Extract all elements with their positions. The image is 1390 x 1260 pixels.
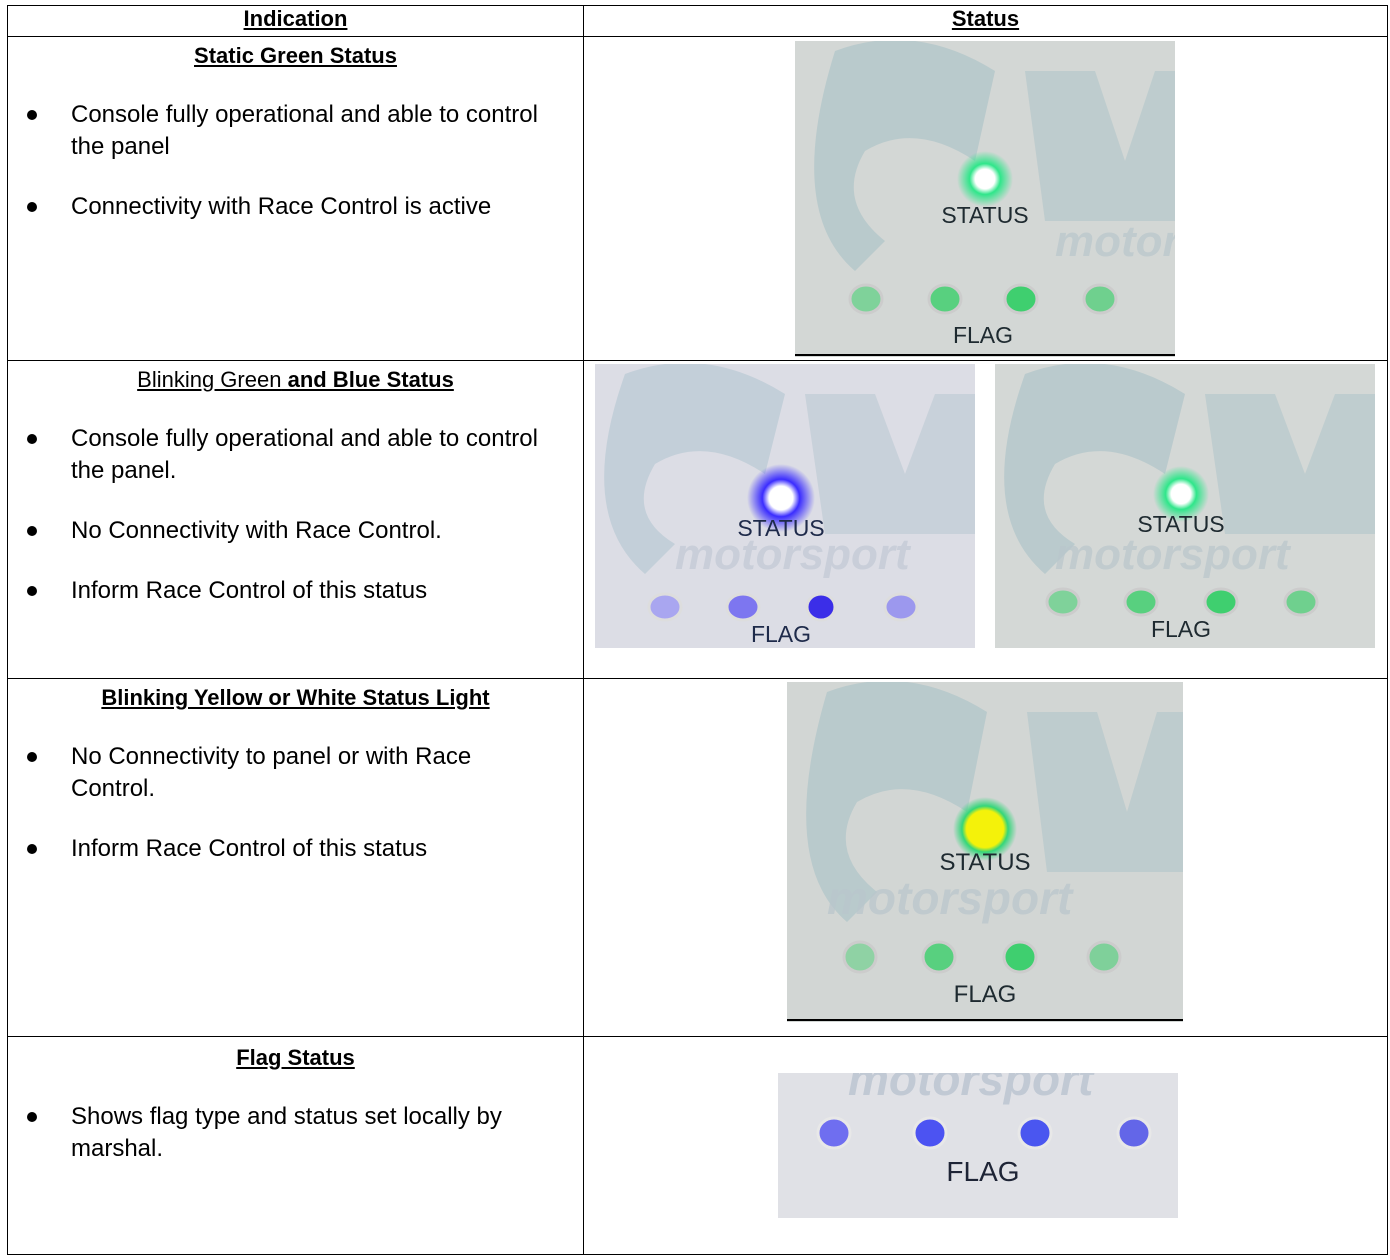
list-item: Console fully operational and able to co…: [8, 99, 583, 163]
indication-cell: Flag Status Shows flag type and status s…: [7, 1036, 584, 1255]
status-label: STATUS: [1137, 511, 1224, 537]
indication-cell: Blinking Green and Blue Status Console f…: [7, 360, 584, 679]
flag-label: FLAG: [954, 981, 1017, 1008]
svg-text:motorsport: motorsport: [1055, 217, 1175, 266]
flag-label: FLAG: [946, 1156, 1019, 1187]
list-item: Inform Race Control of this status: [8, 833, 583, 865]
status-photo-green: motorsport STATUS FLAG: [795, 41, 1175, 357]
row-title: Static Green Status: [194, 43, 397, 68]
svg-text:motorsport: motorsport: [848, 1073, 1095, 1105]
status-photo-green-blink: motorsport STATUS FLAG: [995, 364, 1375, 648]
list-item: No Connectivity to panel or with Race Co…: [8, 741, 583, 805]
flag-leds: [816, 1116, 1152, 1150]
status-cell: motorsport STATUS FLAG: [583, 678, 1388, 1037]
bullet-list: Console fully operational and able to co…: [8, 99, 583, 223]
status-label: STATUS: [939, 849, 1030, 876]
list-item: No Connectivity with Race Control.: [8, 515, 583, 547]
indication-cell: Static Green Status Console fully operat…: [7, 36, 584, 361]
table-row: Blinking Green and Blue Status Console f…: [7, 360, 1388, 679]
flag-leds: [1045, 587, 1319, 617]
table-row: Static Green Status Console fully operat…: [7, 36, 1388, 361]
header-status: Status: [583, 5, 1388, 37]
list-item: Shows flag type and status set locally b…: [8, 1101, 583, 1165]
list-item: Inform Race Control of this status: [8, 575, 583, 607]
status-cell: motorsport STATUS FLAG: [583, 36, 1388, 361]
svg-text:motorsport: motorsport: [1055, 530, 1292, 579]
svg-text:motorsport: motorsport: [827, 872, 1074, 924]
bullet-list: Console fully operational and able to co…: [8, 423, 583, 607]
status-cell: motorsport STATUS FLAG: [583, 360, 1388, 679]
header-indication: Indication: [7, 5, 584, 37]
flag-leds: [842, 940, 1122, 974]
status-cell: motorsport FLAG: [583, 1036, 1388, 1255]
flag-leds: [647, 592, 919, 622]
list-item: Console fully operational and able to co…: [8, 423, 583, 487]
status-led: [1153, 466, 1209, 522]
flag-label: FLAG: [953, 322, 1013, 348]
svg-text:motorsport: motorsport: [675, 530, 912, 579]
status-photo-blue: motorsport STATUS FLAG: [595, 364, 975, 648]
list-item: Connectivity with Race Control is active: [8, 191, 583, 223]
status-led: [747, 464, 815, 532]
status-led: [957, 151, 1013, 207]
status-led: [953, 797, 1017, 861]
indication-cell: Blinking Yellow or White Status Light No…: [7, 678, 584, 1037]
row-title: Flag Status: [236, 1045, 355, 1070]
status-table: Indication Status Static Green Status Co…: [7, 5, 1388, 1255]
flag-photo-blue: motorsport FLAG: [778, 1073, 1178, 1218]
table-row: Flag Status Shows flag type and status s…: [7, 1036, 1388, 1255]
table-row: Blinking Yellow or White Status Light No…: [7, 678, 1388, 1037]
status-label: STATUS: [737, 515, 824, 541]
flag-label: FLAG: [751, 621, 811, 647]
row-title: Blinking Green and Blue Status: [137, 367, 454, 392]
flag-label: FLAG: [1151, 616, 1211, 642]
header-row: Indication Status: [7, 5, 1388, 37]
bullet-list: Shows flag type and status set locally b…: [8, 1101, 583, 1165]
bullet-list: No Connectivity to panel or with Race Co…: [8, 741, 583, 865]
status-label: STATUS: [941, 202, 1028, 228]
flag-leds: [848, 283, 1118, 315]
status-photo-yellow: motorsport STATUS FLAG: [787, 682, 1183, 1022]
row-title: Blinking Yellow or White Status Light: [101, 685, 490, 710]
